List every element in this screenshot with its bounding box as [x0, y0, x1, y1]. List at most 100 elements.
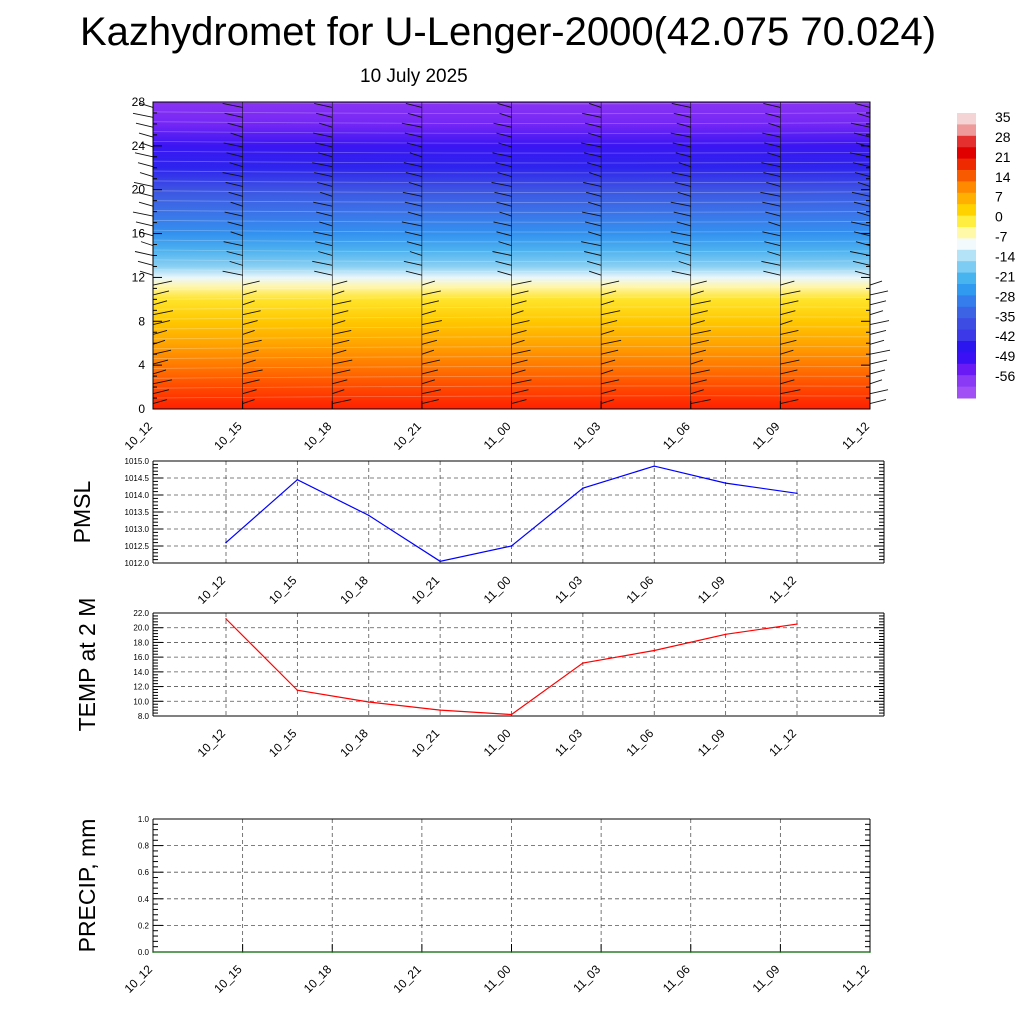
colorbar-swatch: [957, 272, 976, 285]
data-point: [367, 701, 370, 703]
heatmap-x-tick-label: 11_09: [750, 419, 783, 452]
wind-barb: [230, 201, 243, 207]
wind-barb: [152, 330, 168, 335]
wind-barb: [587, 260, 602, 266]
wind-barb: [762, 201, 781, 207]
wind-barb: [672, 241, 691, 247]
wind-barb: [761, 260, 781, 266]
x-tick-label: 10_12: [195, 573, 229, 607]
wind-barb: [673, 112, 691, 118]
wind-barb: [869, 280, 883, 286]
data-point: [331, 951, 334, 953]
wind-barb: [780, 330, 799, 335]
wind-barb: [670, 231, 691, 237]
wind-barb: [586, 191, 602, 197]
colorbar-label: 28: [995, 129, 1011, 145]
data-point: [582, 487, 584, 490]
wind-barb: [332, 369, 351, 375]
wind-barb: [224, 211, 243, 217]
heatmap-x-tick-label: 10_15: [211, 419, 245, 453]
wind-barb: [138, 231, 154, 237]
wind-barb: [690, 320, 705, 326]
heatmap-y-tick-label: 4: [138, 358, 145, 372]
wind-barb: [405, 172, 422, 177]
wind-barb: [869, 389, 889, 395]
colorbar-label: 14: [995, 169, 1011, 185]
wind-barb: [678, 162, 691, 168]
heatmap-y-tick-label: 8: [138, 314, 145, 328]
wind-barb: [332, 349, 347, 355]
data-point: [724, 482, 727, 484]
wind-barb: [495, 162, 512, 168]
wind-barb: [511, 399, 527, 404]
wind-barb: [856, 211, 871, 217]
heatmap-x-tick-label: 11_03: [570, 419, 603, 452]
wind-barb: [601, 359, 616, 365]
wind-barb: [230, 231, 243, 237]
wind-barb: [229, 260, 243, 266]
wind-barb: [588, 103, 602, 108]
y-axis-label: TEMP at 2 M: [74, 598, 100, 732]
x-tick-label: 10_21: [409, 573, 443, 607]
chart-subtitle: 10 July 2025: [360, 66, 468, 87]
data-point: [225, 541, 227, 544]
wind-barb: [763, 103, 781, 108]
wind-barb: [768, 122, 781, 128]
wind-barb: [495, 260, 512, 266]
wind-barb: [601, 349, 619, 355]
wind-barb: [492, 152, 512, 158]
colorbar-swatch: [957, 249, 976, 262]
data-point: [796, 623, 798, 625]
wind-barb: [421, 320, 442, 326]
wind-barb: [497, 172, 512, 177]
data-point: [367, 514, 370, 517]
colorbar-swatch: [957, 227, 976, 239]
wind-barb: [332, 339, 350, 345]
heatmap-x-tick-label: 11_00: [481, 419, 514, 452]
x-tick-label: 10_18: [301, 962, 335, 996]
data-point: [510, 951, 513, 953]
wind-barb: [780, 379, 795, 385]
wind-barb: [511, 369, 526, 375]
wind-barb: [690, 280, 707, 286]
wind-barb: [493, 122, 512, 128]
wind-barb: [849, 251, 871, 256]
wind-barb: [152, 280, 173, 286]
wind-barb: [497, 103, 512, 108]
x-tick-label: 11_06: [624, 573, 657, 606]
colorbar-swatch: [957, 113, 976, 125]
y-tick-label: 1.0: [138, 815, 150, 824]
heatmap-y-tick-label: 0: [138, 402, 145, 416]
wind-barb: [421, 359, 440, 365]
colorbar-swatch: [957, 181, 976, 194]
wind-barb: [853, 132, 871, 138]
y-tick-label: 1013.0: [125, 525, 150, 534]
wind-barb: [780, 300, 799, 306]
wind-barb: [869, 399, 887, 404]
wind-barb: [228, 191, 243, 197]
wind-barb: [581, 142, 602, 148]
colorbar-swatch: [957, 170, 976, 182]
wind-barb: [583, 181, 602, 187]
wind-barb: [780, 339, 797, 345]
x-tick-label: 10_21: [409, 726, 443, 760]
wind-barb: [850, 221, 871, 227]
wind-barb: [869, 290, 889, 296]
y-axis-label: PMSL: [69, 480, 95, 543]
wind-barb: [135, 122, 154, 128]
heatmap-y-tick-label: 20: [132, 183, 146, 197]
wind-barb: [869, 320, 890, 326]
wind-barb: [242, 290, 257, 296]
wind-barb: [403, 260, 422, 266]
wind-barb: [511, 310, 524, 316]
x-tick-label: 10_18: [337, 726, 371, 760]
wind-barb: [421, 349, 435, 355]
wind-barb: [498, 241, 512, 247]
wind-barb: [601, 389, 617, 395]
colorbar-swatch: [957, 363, 976, 376]
wind-barb: [511, 300, 527, 306]
wind-barb: [600, 399, 615, 404]
colorbar-label: 21: [995, 149, 1011, 165]
wind-barb: [670, 132, 691, 138]
y-tick-label: 0.6: [138, 868, 150, 877]
